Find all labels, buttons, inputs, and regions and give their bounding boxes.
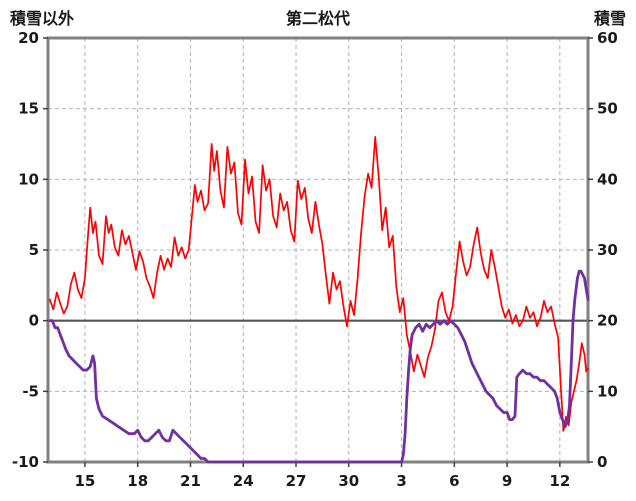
y-left-tick-label: 5: [29, 241, 39, 259]
y-right-tick-label: 10: [597, 382, 618, 400]
left-axis-title: 積雪以外: [10, 9, 75, 28]
y-left-tick-label: 0: [29, 312, 39, 330]
y-left-tick-label: 20: [18, 29, 39, 47]
y-right-tick-label: 20: [597, 312, 618, 330]
y-right-tick-label: 30: [597, 241, 618, 259]
y-left-tick-label: -10: [12, 453, 39, 471]
y-left-tick-label: 15: [18, 100, 39, 118]
chart-title: 第二松代: [285, 9, 350, 28]
y-right-tick-label: 50: [597, 100, 618, 118]
y-left-tick-label: 10: [18, 170, 39, 188]
y-right-tick-label: 40: [597, 170, 618, 188]
x-tick-label: 27: [286, 472, 307, 490]
snow-depth-line: [48, 269, 590, 464]
x-tick-label: 21: [180, 472, 201, 490]
x-tick-label: 3: [396, 472, 406, 490]
temperature-line: [48, 136, 589, 432]
y-right-tick-label: 0: [597, 453, 607, 471]
x-tick-label: 24: [233, 472, 254, 490]
x-tick-label: 30: [338, 472, 359, 490]
x-tick-label: 9: [502, 472, 512, 490]
y-left-tick-label: -5: [22, 382, 39, 400]
right-axis-title: 積雪: [593, 9, 626, 28]
x-tick-label: 18: [127, 472, 148, 490]
y-right-tick-label: 60: [597, 29, 618, 47]
x-tick-label: 6: [449, 472, 459, 490]
x-tick-label: 12: [549, 472, 570, 490]
x-tick-label: 15: [75, 472, 96, 490]
